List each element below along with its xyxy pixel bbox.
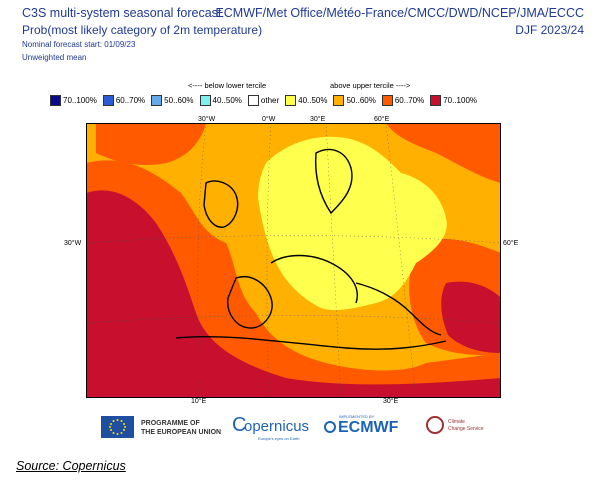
legend-swatch	[102, 95, 114, 106]
chart-title: C3S multi-system seasonal forecast	[22, 6, 222, 20]
legend-label: 50..60%	[346, 96, 376, 105]
coastline-iberia	[227, 276, 273, 329]
legend-label: 60..70%	[115, 96, 146, 105]
coastline-uk	[203, 180, 239, 228]
legend-item: 60..70%	[102, 95, 146, 106]
coastline-north-africa	[175, 335, 447, 350]
axis-label-bottom-10e: 10°E	[191, 398, 207, 405]
legend: 70..100% 60..70% 50..60% 40..50% other 4…	[50, 95, 483, 106]
legend-above-caption: above upper tercile ---->	[330, 81, 411, 90]
legend-item: 70..100%	[50, 95, 97, 106]
legend-label: 40..50%	[298, 96, 328, 105]
ecmwf-implemented: IMPLEMENTED BY	[339, 414, 375, 419]
legend-label: 60..70%	[394, 96, 425, 105]
legend-item: 40..50%	[285, 95, 327, 106]
axis-label-left-30w: 30°W	[64, 240, 82, 247]
ecmwf-logo: ECMWF	[338, 419, 399, 436]
region-70-100-east	[441, 281, 501, 353]
axis-label-top-30w: 30°W	[198, 116, 216, 123]
legend-swatch	[333, 95, 345, 106]
forecast-period: DJF 2023/24	[515, 23, 584, 37]
legend-below-caption: <---- below lower tercile	[188, 81, 267, 90]
copernicus-logo: opernicus	[244, 418, 310, 435]
legend-item: 50..60%	[333, 95, 376, 106]
chart-subtitle: Prob(most likely category of 2m temperat…	[22, 23, 263, 37]
legend-item: other	[247, 95, 280, 106]
graticule	[86, 123, 501, 398]
mean-type: Unweighted mean	[22, 53, 87, 62]
copernicus-c: C	[232, 414, 247, 436]
region-70-100-south	[86, 190, 501, 398]
legend-swatch	[247, 95, 259, 106]
axis-label-right-60e: 60°E	[503, 240, 519, 247]
eu-flag-icon	[101, 416, 134, 438]
forecast-map	[86, 123, 501, 398]
eu-programme-line1: PROGRAMME OF	[141, 420, 200, 427]
forecast-start: Nominal forecast start: 01/09/23	[22, 40, 136, 49]
legend-label: other	[260, 96, 280, 105]
legend-label: 70..100%	[63, 96, 97, 105]
models-list: ECMWF/Met Office/Météo-France/CMCC/DWD/N…	[215, 6, 584, 20]
map-frame	[86, 123, 501, 398]
coastline-balkans-turkey	[355, 282, 442, 336]
legend-swatch	[381, 95, 393, 106]
axis-label-bottom-30e: 30°E	[383, 398, 399, 405]
climate-line2: Change Service	[448, 426, 484, 432]
legend-swatch	[50, 95, 61, 106]
region-40-50-europe	[258, 136, 447, 311]
copernicus-tagline: Europe's eyes on Earth	[258, 436, 300, 441]
eu-programme-line2: THE EUROPEAN UNION	[141, 429, 222, 436]
legend-item: 60..70%	[381, 95, 425, 106]
axis-label-top-30e: 30°E	[310, 116, 326, 123]
climate-change-service-icon	[426, 416, 444, 434]
legend-swatch	[285, 95, 297, 106]
region-60-70-ne	[386, 123, 501, 183]
coastline-scandinavia	[314, 148, 353, 215]
legend-item: 50..60%	[151, 95, 194, 106]
legend-label: 40..50%	[212, 96, 242, 105]
legend-label: 50..60%	[164, 96, 194, 105]
climate-line1: Climate	[448, 419, 465, 425]
coastline-france-italy	[270, 254, 358, 304]
ecmwf-icon	[324, 421, 336, 433]
source-caption: Source: Copernicus	[16, 459, 126, 473]
eu-stars-icon	[109, 419, 126, 435]
legend-swatch	[151, 95, 163, 106]
legend-item: 70..100%	[430, 95, 477, 106]
legend-swatch	[430, 95, 442, 106]
axis-label-top-0w: 0°W	[262, 116, 276, 123]
legend-label: 70..100%	[443, 96, 478, 105]
legend-swatch	[199, 95, 211, 106]
region-60-70-north	[96, 123, 206, 165]
axis-label-top-60e: 60°E	[374, 116, 390, 123]
legend-item: 40..50%	[199, 95, 242, 106]
